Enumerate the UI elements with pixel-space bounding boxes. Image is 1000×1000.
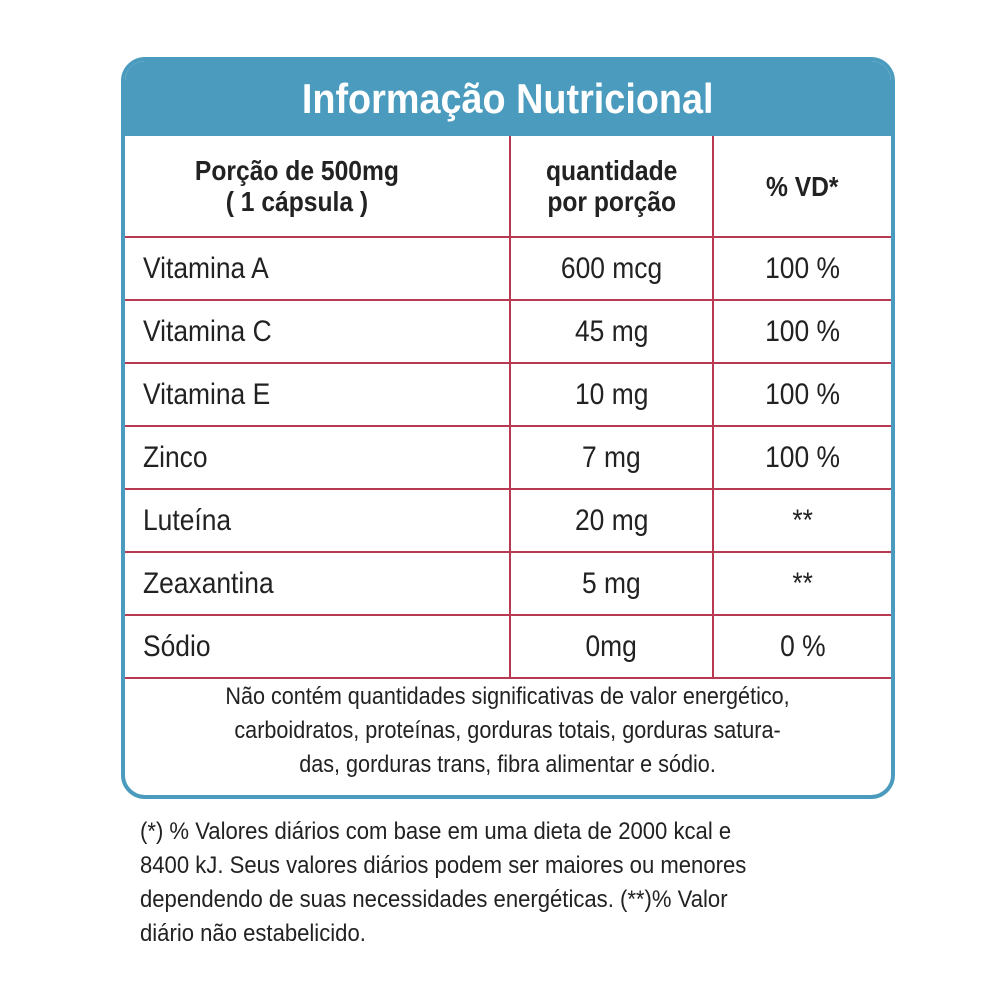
- nutrient-name: Vitamina E: [143, 377, 271, 411]
- footnote-line4: diário não estabelicido.: [140, 920, 366, 947]
- nutrient-name: Zinco: [143, 440, 208, 474]
- footnote-line2: 8400 kJ. Seus valores diários podem ser …: [140, 852, 747, 879]
- table-row: Zeaxantina 5 mg **: [125, 552, 891, 616]
- not-significant-note: Não contém quantidades significativas de…: [125, 680, 891, 782]
- nutrient-quantity: 5 mg: [582, 566, 641, 600]
- nutrient-quantity: 7 mg: [582, 440, 641, 474]
- footnote-line1: (*) % Valores diários com base em uma di…: [140, 818, 732, 845]
- note-line3: das, gorduras trans, fibra alimentar e s…: [299, 751, 717, 778]
- nutrient-vd: **: [792, 566, 813, 600]
- nutrient-name: Vitamina A: [143, 251, 269, 285]
- nutrient-vd: 100 %: [765, 251, 840, 285]
- nutrient-vd: 100 %: [765, 440, 840, 474]
- footnote-line3: dependendo de suas necessidades energéti…: [140, 886, 728, 913]
- nutrition-facts-panel: Informação Nutricional Porção de 500mg( …: [121, 57, 895, 799]
- header-portion-line2: ( 1 cápsula ): [225, 186, 369, 217]
- nutrient-name: Zeaxantina: [143, 566, 274, 600]
- table-row: Vitamina C 45 mg 100 %: [125, 300, 891, 364]
- nutrient-quantity: 45 mg: [574, 314, 649, 348]
- header-portion: Porção de 500mg( 1 cápsula ): [125, 136, 511, 238]
- nutrient-name: Luteína: [143, 503, 232, 537]
- nutrient-quantity: 600 mcg: [560, 251, 663, 285]
- table-row: Zinco 7 mg 100 %: [125, 426, 891, 490]
- nutrition-table: Porção de 500mg( 1 cápsula ) quantidade p…: [125, 136, 891, 679]
- nutrient-quantity: 0mg: [585, 629, 638, 663]
- nutrient-vd: 100 %: [765, 314, 840, 348]
- nutrient-quantity: 10 mg: [574, 377, 649, 411]
- nutrient-name: Sódio: [143, 629, 211, 663]
- nutrient-quantity: 20 mg: [574, 503, 649, 537]
- table-header-row: Porção de 500mg( 1 cápsula ) quantidade p…: [125, 136, 891, 238]
- table-row: Luteína 20 mg **: [125, 489, 891, 553]
- note-line2: carboidratos, proteínas, gorduras totais…: [234, 717, 782, 744]
- table-row: Vitamina E 10 mg 100 %: [125, 363, 891, 427]
- nutrient-name: Vitamina C: [143, 314, 272, 348]
- panel-title: Informação Nutricional: [302, 74, 714, 122]
- nutrient-vd: 100 %: [765, 377, 840, 411]
- header-quantity-line2: por porção: [547, 186, 676, 217]
- table-row: Sódio 0mg 0 %: [125, 615, 891, 679]
- nutrient-vd: **: [792, 503, 813, 537]
- header-quantity: quantidade por porção: [510, 136, 714, 238]
- note-line1: Não contém quantidades significativas de…: [225, 683, 791, 710]
- panel-header: Informação Nutricional: [125, 61, 891, 136]
- header-vd-label: % VD*: [766, 170, 839, 202]
- table-row: Vitamina A 600 mcg 100 %: [125, 237, 891, 301]
- header-vd: % VD*: [713, 136, 891, 238]
- daily-values-footnote: (*) % Valores diários com base em uma di…: [140, 815, 885, 951]
- nutrient-vd: 0 %: [779, 629, 826, 663]
- header-quantity-line1: quantidade: [545, 155, 678, 186]
- header-portion-line1: Porção de 500mg: [194, 155, 400, 186]
